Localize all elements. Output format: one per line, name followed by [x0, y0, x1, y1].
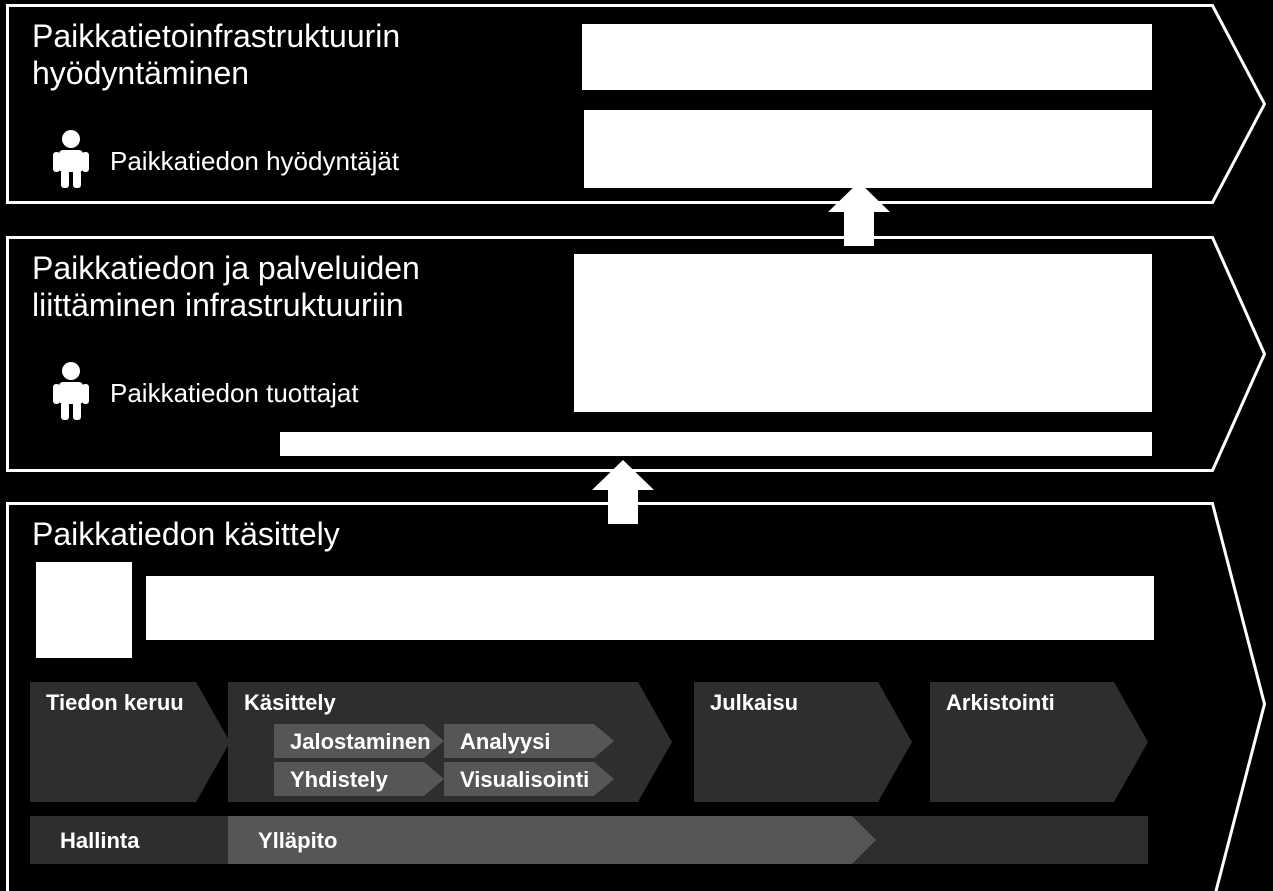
process-step-yhdistely: Yhdistely — [274, 762, 444, 796]
process-step-yllapito: Ylläpito — [228, 816, 876, 864]
panel-title: Paikkatiedon käsittely — [32, 516, 340, 553]
process-step-jalostaminen: Jalostaminen — [274, 724, 444, 758]
white-box — [36, 562, 132, 658]
process-step-visualisointi: Visualisointi — [444, 762, 614, 796]
process-step-tiedon-keruu: Tiedon keruu — [30, 682, 230, 802]
process-step-label: Yhdistely — [290, 767, 388, 793]
process-step-label: Visualisointi — [460, 767, 589, 793]
process-step-kasittely: Käsittely Jalostaminen Analyysi Yhdistel… — [228, 682, 672, 802]
panel-title: Paikkatietoinfrastruktuurinhyödyntäminen — [32, 18, 400, 92]
up-arrow-icon — [590, 460, 656, 524]
process-step-label: Analyysi — [460, 729, 551, 755]
panel-title: Paikkatiedon ja palveluidenliittäminen i… — [32, 250, 420, 324]
white-box — [584, 110, 1152, 188]
process-step-label: Jalostaminen — [290, 729, 431, 755]
panel-middle: Paikkatiedon ja palveluidenliittäminen i… — [6, 236, 1266, 472]
process-step-label: Käsittely — [244, 690, 336, 716]
process-step-julkaisu: Julkaisu — [694, 682, 912, 802]
panel-top: Paikkatietoinfrastruktuurinhyödyntäminen… — [6, 4, 1266, 204]
process-step-analyysi: Analyysi — [444, 724, 614, 758]
white-box — [582, 24, 1152, 90]
diagram-root: Paikkatietoinfrastruktuurinhyödyntäminen… — [0, 0, 1273, 891]
person-icon — [50, 128, 92, 188]
process-step-label: Julkaisu — [710, 690, 798, 716]
panel-subtitle: Paikkatiedon hyödyntäjät — [110, 146, 399, 177]
white-box — [574, 254, 1152, 412]
process-step-label: Hallinta — [60, 828, 139, 854]
panel-bottom: Paikkatiedon käsittely Tiedon keruu Käsi… — [6, 502, 1266, 891]
panel-subtitle: Paikkatiedon tuottajat — [110, 378, 359, 409]
process-step-arkistointi: Arkistointi — [930, 682, 1148, 802]
process-step-label: Arkistointi — [946, 690, 1055, 716]
hallinta-band: Hallinta Ylläpito — [6, 816, 1266, 864]
process-band: Tiedon keruu Käsittely Jalostaminen Anal… — [6, 682, 1266, 802]
person-icon — [50, 360, 92, 420]
process-step-label: Ylläpito — [258, 828, 337, 854]
white-bar — [280, 432, 1152, 456]
white-bar — [146, 576, 1154, 640]
process-step-label: Tiedon keruu — [46, 690, 184, 716]
up-arrow-icon — [826, 182, 892, 246]
